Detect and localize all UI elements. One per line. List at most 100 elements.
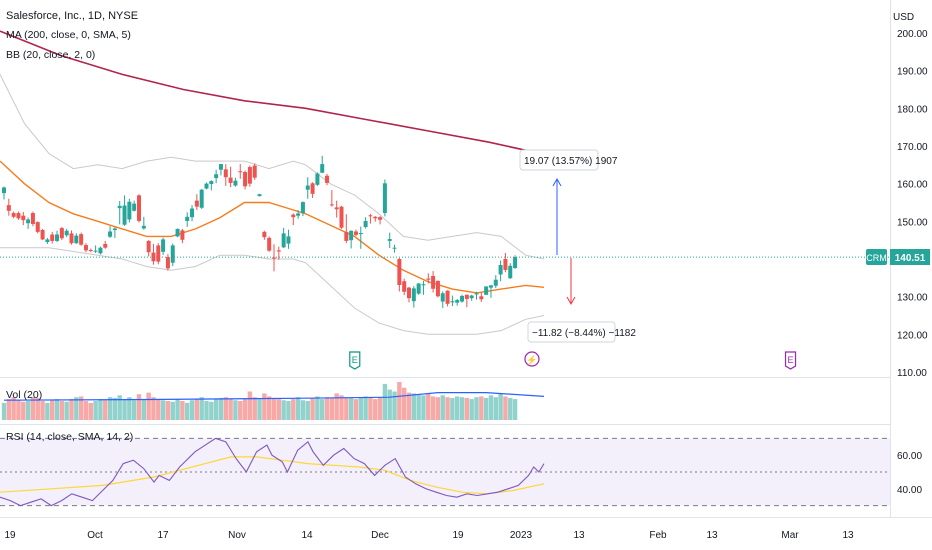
candle[interactable] (79, 232, 84, 246)
candle[interactable] (320, 155, 325, 174)
candle[interactable] (416, 283, 421, 295)
candle[interactable] (402, 278, 407, 296)
candle[interactable] (407, 286, 411, 303)
candle[interactable] (469, 294, 474, 301)
candlestick-series[interactable] (2, 155, 518, 308)
candle[interactable] (286, 229, 291, 249)
candle[interactable] (233, 177, 238, 187)
candle[interactable] (83, 243, 88, 253)
candle[interactable] (431, 271, 436, 293)
candle[interactable] (378, 216, 383, 225)
volume-legend[interactable]: Vol (20) (6, 389, 42, 401)
candle[interactable] (334, 200, 339, 218)
candle[interactable] (479, 292, 484, 302)
candle[interactable] (460, 294, 465, 303)
symbol-title[interactable]: Salesforce, Inc., 1D, NYSE (6, 10, 138, 22)
candle[interactable] (513, 255, 518, 269)
candle[interactable] (315, 172, 320, 186)
candle[interactable] (276, 246, 281, 260)
candle[interactable] (310, 182, 315, 198)
bb-legend[interactable]: BB (20, close, 2, 0) (6, 49, 95, 61)
candle[interactable] (344, 214, 349, 244)
candle[interactable] (238, 164, 243, 179)
candle[interactable] (508, 263, 513, 279)
candle[interactable] (88, 248, 93, 253)
candle[interactable] (6, 198, 11, 216)
candle[interactable] (161, 237, 166, 255)
candle[interactable] (411, 286, 416, 308)
candle[interactable] (16, 211, 21, 220)
candle[interactable] (498, 260, 503, 282)
candle[interactable] (69, 230, 74, 245)
candle[interactable] (117, 200, 122, 225)
candle[interactable] (368, 213, 373, 224)
candle[interactable] (122, 195, 127, 226)
rsi-legend[interactable]: RSI (14, close, SMA, 14, 2) (6, 431, 133, 443)
candle[interactable] (112, 227, 117, 238)
candle[interactable] (503, 252, 508, 273)
candle[interactable] (180, 228, 185, 244)
candle[interactable] (382, 179, 387, 217)
candle[interactable] (127, 198, 132, 223)
candle[interactable] (98, 246, 103, 255)
candle[interactable] (272, 244, 276, 272)
candle[interactable] (185, 212, 190, 227)
candle[interactable] (426, 273, 431, 284)
candle[interactable] (93, 245, 98, 253)
candle[interactable] (363, 217, 368, 229)
candle[interactable] (35, 221, 40, 234)
candle[interactable] (141, 216, 146, 230)
candle[interactable] (64, 228, 69, 238)
candle[interactable] (30, 211, 35, 227)
earnings-icon[interactable]: E (349, 351, 361, 370)
candle[interactable] (262, 230, 267, 240)
candle[interactable] (464, 294, 469, 308)
candle[interactable] (11, 211, 16, 219)
candle[interactable] (397, 257, 402, 292)
candle[interactable] (353, 229, 358, 237)
candle[interactable] (450, 295, 455, 307)
candle[interactable] (281, 227, 286, 249)
candle[interactable] (214, 169, 219, 184)
candle[interactable] (146, 240, 151, 257)
candle[interactable] (21, 211, 26, 226)
candle[interactable] (305, 177, 310, 199)
candle[interactable] (156, 243, 161, 265)
candle[interactable] (474, 291, 479, 300)
candle[interactable] (45, 237, 50, 244)
candle[interactable] (488, 284, 493, 298)
price-axis[interactable]: 110.00120.00130.00140.00150.00160.00170.… (897, 29, 928, 379)
candle[interactable] (349, 230, 354, 249)
candle[interactable] (26, 217, 31, 229)
measure-tool[interactable]: 19.07 (13.57%) 1907 −11.82 (−8.44%) −118… (519, 149, 636, 343)
candle[interactable] (373, 216, 378, 222)
candle[interactable] (223, 164, 228, 186)
candle[interactable] (165, 254, 170, 271)
candle[interactable] (108, 226, 113, 238)
candle[interactable] (204, 182, 209, 190)
candle[interactable] (137, 194, 141, 223)
ma-legend[interactable]: MA (200, close, 0, SMA, 5) (6, 29, 131, 41)
candle[interactable] (175, 228, 180, 238)
candle[interactable] (151, 243, 156, 265)
candle[interactable] (455, 298, 460, 306)
candle[interactable] (267, 236, 272, 252)
candle[interactable] (435, 280, 440, 298)
candle[interactable] (55, 230, 60, 243)
candle[interactable] (40, 228, 45, 241)
candle[interactable] (209, 180, 214, 191)
candle[interactable] (325, 173, 330, 186)
earnings-icon[interactable]: E (784, 351, 797, 370)
candle[interactable] (103, 240, 108, 249)
candle[interactable] (339, 205, 344, 229)
candle[interactable] (329, 190, 334, 207)
candle[interactable] (493, 275, 498, 289)
candle[interactable] (190, 205, 195, 222)
candle[interactable] (132, 200, 137, 212)
candle[interactable] (194, 194, 199, 211)
candle[interactable] (421, 280, 426, 295)
candle[interactable] (2, 186, 6, 200)
candle[interactable] (300, 201, 305, 217)
candle[interactable] (252, 163, 257, 180)
lightning-icon[interactable]: ⚡ (524, 351, 540, 367)
